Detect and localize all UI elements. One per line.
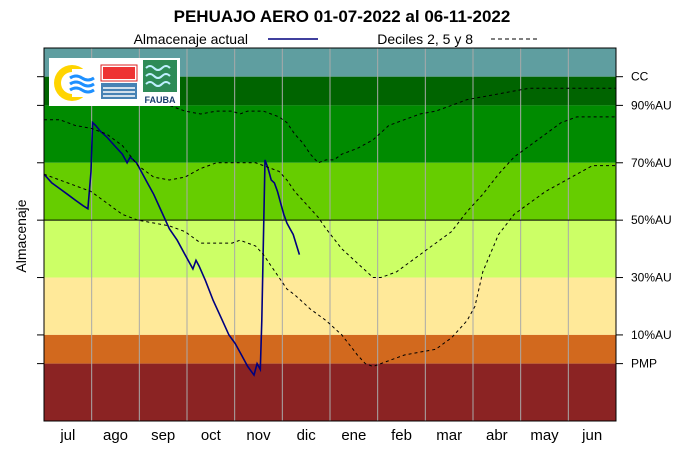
month-label-dic: dic [297,427,317,444]
right-label-0: CC [631,70,649,84]
y-axis-label: Almacenaje [13,199,29,272]
month-label-oct: oct [201,427,222,444]
series-line-3 [43,165,616,368]
month-label-nov: nov [246,427,271,444]
fauba-logo-icon: FAUBA [143,60,177,105]
right-label-6: PMP [631,357,657,371]
month-label-jun: jun [581,427,602,444]
chart-title: PEHUAJO AERO 01-07-2022 al 06-11-2022 [174,7,511,26]
series-line-2 [44,116,616,278]
right-label-4: 30%AU [631,271,672,285]
series-line-0 [43,120,301,377]
plot-frame [43,47,617,422]
series-lines [43,81,616,377]
right-axis: CC 90%AU 70%AU 50%AU 30%AU 10%AU PMP [616,70,672,371]
left-axis-ticks [37,76,44,365]
month-label-ago: ago [103,427,128,444]
ora-logo-icon [54,65,95,101]
legend: Almacenaje actual Deciles 2, 5 y 8 [134,31,538,47]
logos: FAUBA [49,58,180,106]
svg-text:FAUBA: FAUBA [145,95,176,105]
month-label-mar: mar [436,427,462,444]
month-label-sep: sep [151,427,175,444]
series-line-1 [122,81,616,164]
month-gridlines [91,48,569,421]
month-label-jul: jul [59,427,75,444]
month-label-ene: ene [341,427,366,444]
right-label-5: 10%AU [631,328,672,342]
month-label-feb: feb [391,427,412,444]
legend-label-deciles: Deciles 2, 5 y 8 [377,31,473,47]
legend-label-actual: Almacenaje actual [134,31,248,47]
right-label-1: 90%AU [631,98,672,112]
month-label-abr: abr [486,427,508,444]
month-label-may: may [530,427,559,444]
right-label-2: 70%AU [631,156,672,170]
right-label-3: 50%AU [631,213,672,227]
inta-logo-icon [100,64,138,99]
month-axis: jul ago sep oct nov dic ene feb mar abr may jun [59,427,602,444]
